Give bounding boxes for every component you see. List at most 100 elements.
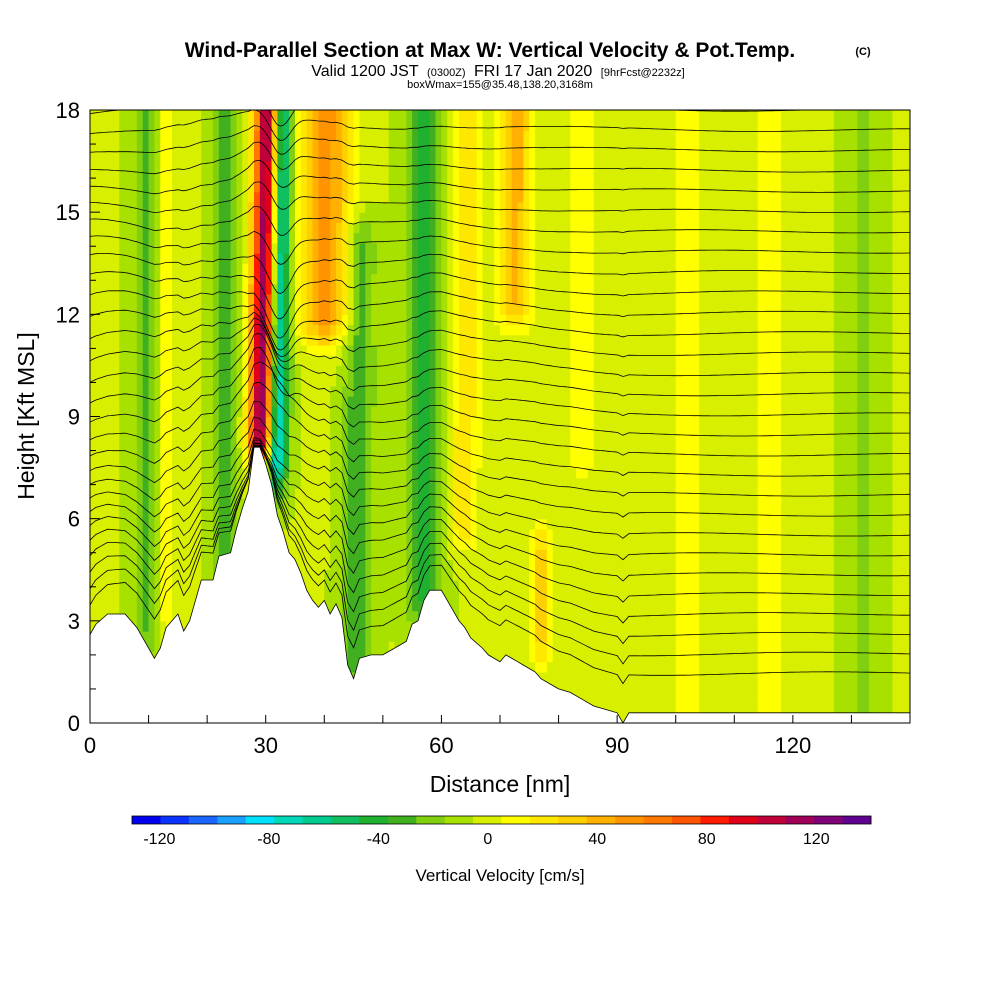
velocity-cell xyxy=(318,334,325,346)
velocity-cell xyxy=(300,457,308,469)
velocity-cell xyxy=(459,314,466,326)
velocity-cell xyxy=(347,375,355,387)
velocity-cell xyxy=(377,365,384,377)
velocity-cell xyxy=(131,161,138,172)
velocity-cell xyxy=(136,130,144,142)
velocity-cell xyxy=(494,140,501,152)
velocity-cell xyxy=(564,549,571,561)
velocity-cell xyxy=(482,191,489,203)
velocity-cell xyxy=(359,457,366,469)
velocity-cell xyxy=(546,579,554,591)
velocity-cell xyxy=(353,477,361,489)
velocity-cell xyxy=(482,600,489,612)
velocity-cell xyxy=(248,242,255,254)
velocity-cell xyxy=(166,508,173,520)
velocity-cell xyxy=(552,508,560,520)
velocity-cell xyxy=(125,324,132,336)
velocity-cell xyxy=(113,130,120,142)
velocity-cell xyxy=(318,549,325,561)
velocity-cell xyxy=(136,579,144,591)
velocity-cell xyxy=(423,467,431,479)
velocity-cell xyxy=(213,447,220,458)
velocity-cell xyxy=(341,222,349,234)
velocity-cell xyxy=(131,273,138,285)
velocity-cell xyxy=(177,355,185,367)
velocity-cell xyxy=(546,334,554,346)
velocity-cell xyxy=(218,498,226,510)
velocity-cell xyxy=(552,253,560,264)
velocity-cell xyxy=(459,590,466,601)
velocity-cell xyxy=(412,539,419,550)
velocity-cell xyxy=(406,610,413,622)
velocity-cell xyxy=(435,436,443,448)
velocity-cell xyxy=(523,191,530,203)
velocity-cell xyxy=(213,130,220,142)
velocity-cell xyxy=(505,212,513,223)
velocity-cell xyxy=(306,559,314,571)
velocity-cell xyxy=(418,559,425,571)
velocity-cell xyxy=(330,161,337,172)
velocity-cell xyxy=(441,324,448,336)
velocity-cell xyxy=(113,396,120,407)
velocity-cell xyxy=(541,610,548,622)
velocity-cell xyxy=(277,375,284,387)
velocity-cell xyxy=(183,579,191,591)
velocity-cell xyxy=(388,110,396,121)
velocity-cell xyxy=(142,396,150,407)
velocity-cell xyxy=(400,498,407,510)
velocity-cell xyxy=(552,661,560,673)
velocity-cell xyxy=(523,641,530,653)
velocity-cell xyxy=(552,120,560,132)
velocity-cell xyxy=(365,631,372,642)
velocity-cell xyxy=(289,120,296,132)
velocity-cell xyxy=(453,355,460,367)
velocity-cell xyxy=(500,110,507,121)
velocity-cell xyxy=(505,191,513,203)
velocity-cell xyxy=(230,201,238,213)
velocity-cell xyxy=(142,375,150,387)
velocity-cell xyxy=(189,130,197,142)
velocity-cell xyxy=(131,253,138,264)
velocity-cell xyxy=(459,212,466,223)
velocity-cell xyxy=(289,375,296,387)
velocity-cell xyxy=(312,130,320,142)
velocity-cell xyxy=(336,324,343,336)
velocity-cell xyxy=(570,263,577,275)
velocity-cell xyxy=(95,171,103,183)
velocity-cell xyxy=(283,375,290,387)
velocity-cell xyxy=(306,457,314,469)
velocity-cell xyxy=(265,436,273,448)
velocity-cell xyxy=(529,436,536,448)
velocity-cell xyxy=(482,150,489,162)
velocity-cell xyxy=(371,488,378,499)
velocity-cell xyxy=(148,631,156,642)
velocity-cell xyxy=(564,488,571,499)
velocity-cell xyxy=(423,130,431,142)
velocity-cell xyxy=(218,150,226,162)
velocity-cell xyxy=(564,253,571,264)
velocity-cell xyxy=(90,355,97,367)
velocity-cell xyxy=(388,620,396,632)
velocity-cell xyxy=(470,130,478,142)
velocity-cell xyxy=(564,620,571,632)
velocity-cell xyxy=(136,201,144,213)
velocity-cell xyxy=(195,406,202,418)
velocity-cell xyxy=(464,344,472,356)
velocity-cell xyxy=(295,539,302,550)
velocity-cell xyxy=(107,304,115,315)
velocity-cell xyxy=(300,191,308,203)
velocity-cell xyxy=(230,304,238,315)
velocity-cell xyxy=(166,242,173,254)
velocity-cell xyxy=(400,355,407,367)
velocity-cell xyxy=(418,416,425,428)
velocity-cell xyxy=(488,355,495,367)
velocity-cell xyxy=(230,110,238,121)
velocity-cell xyxy=(154,447,161,458)
velocity-cell xyxy=(324,120,331,132)
velocity-cell xyxy=(529,355,536,367)
velocity-cell xyxy=(160,293,167,305)
velocity-cell xyxy=(295,314,302,326)
velocity-cell xyxy=(341,212,349,223)
velocity-cell xyxy=(570,641,577,653)
velocity-cell xyxy=(552,671,560,683)
